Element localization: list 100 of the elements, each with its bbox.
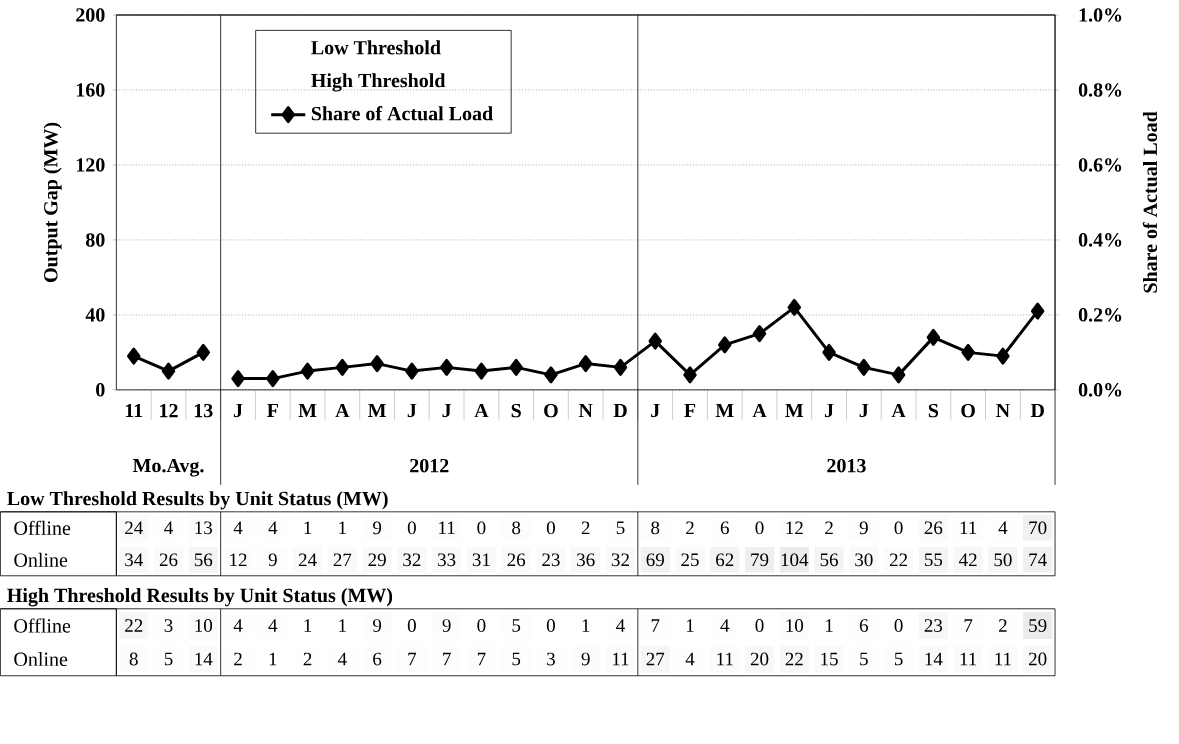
data-label: 4 (164, 521, 173, 535)
data-label: 2 (825, 521, 833, 535)
data-label: 24 (125, 521, 143, 535)
point (474, 362, 489, 380)
data-label: 7 (964, 619, 973, 632)
data-label: 2 (581, 521, 590, 535)
data-label: 2 (686, 521, 694, 535)
data-label: 11 (960, 652, 977, 666)
point (405, 362, 419, 380)
point (996, 347, 1010, 365)
data-label: 0 (755, 619, 764, 633)
point (231, 370, 245, 388)
data-label: 11 (960, 521, 977, 535)
data-label: 56 (820, 553, 838, 567)
data-label: 59 (1029, 619, 1047, 633)
data-label: 4 (268, 619, 278, 632)
data-label: 7 (443, 652, 451, 666)
data-label: 12 (230, 553, 247, 567)
x-tick-label: F (684, 404, 696, 418)
data-label: 56 (194, 553, 213, 567)
x-tick-label: A (891, 404, 906, 418)
point (961, 344, 975, 361)
data-label: 5 (860, 652, 868, 666)
data-label: 1 (339, 619, 346, 632)
data-label: 2 (998, 619, 1007, 632)
point (439, 358, 454, 376)
x-tick-label: A (335, 404, 350, 418)
data-label: 11 (995, 652, 1011, 666)
point (1030, 302, 1045, 320)
data-label: 5 (616, 521, 625, 535)
data-label: 26 (507, 553, 526, 567)
x-tick-label: F (267, 404, 278, 418)
data-label: 9 (442, 619, 451, 633)
x-tick-label: M (715, 404, 734, 418)
data-label: 4 (685, 652, 695, 666)
data-label: 9 (372, 619, 382, 633)
point (613, 358, 628, 376)
data-label: 4 (998, 521, 1008, 535)
y-axis-title: Output Gap (MW) (43, 122, 62, 283)
point (266, 370, 280, 388)
data-label: 20 (1029, 652, 1047, 666)
point (509, 358, 523, 376)
x-tick-label: J (442, 404, 452, 418)
data-label: 27 (333, 553, 352, 567)
data-label: 1 (686, 619, 694, 632)
data-label: 23 (542, 553, 560, 567)
y-tick-label: Online (14, 552, 68, 567)
x-tick-label: S (511, 404, 521, 418)
data-label: 26 (924, 521, 943, 535)
x-tick-label: O (544, 404, 558, 418)
data-label: 6 (859, 619, 869, 633)
point (752, 325, 767, 343)
point (787, 299, 802, 317)
data-label: 79 (751, 553, 769, 567)
x-tick-label: O (961, 404, 975, 418)
data-label: 11 (439, 521, 455, 535)
point (161, 362, 176, 380)
data-label: 8 (129, 652, 138, 666)
data-label: 55 (924, 553, 943, 567)
point (127, 347, 141, 365)
point (822, 344, 836, 361)
data-label: 22 (125, 619, 143, 632)
data-label: 14 (195, 652, 213, 666)
data-label: 24 (298, 553, 317, 567)
x-tick-label: M (785, 404, 804, 418)
point (335, 358, 350, 376)
x-tick-label: A (752, 404, 767, 418)
x-tick-label: J (824, 404, 834, 418)
data-label: 6 (373, 652, 382, 666)
data-label: 5 (894, 652, 903, 666)
data-label: 50 (994, 553, 1012, 567)
data-label: 12 (786, 521, 803, 535)
data-label: 7 (408, 652, 417, 666)
x-tick-label: J (233, 404, 243, 418)
point (683, 366, 697, 384)
data-label: 4 (233, 521, 243, 535)
point (300, 362, 315, 380)
annotation: Low Threshold (311, 40, 441, 55)
data-label: 13 (195, 521, 213, 535)
data-label: 11 (717, 652, 733, 666)
data-label: 7 (477, 652, 486, 666)
data-label: 8 (651, 521, 660, 535)
data-label: 25 (681, 553, 699, 567)
x-tick-label: D (613, 404, 627, 418)
data-label: 0 (894, 521, 903, 535)
chart-title: High Threshold Results by Unit Status (MW) (7, 588, 393, 607)
data-label: 5 (512, 619, 521, 632)
data-label: 0 (546, 619, 555, 633)
point (857, 358, 871, 376)
text: 2012 (410, 459, 449, 473)
y2-axis-title: Share of Actual Load (1142, 111, 1158, 293)
data-label: 32 (403, 553, 421, 567)
data-label: 22 (785, 652, 803, 666)
x-tick-label: S (928, 404, 939, 418)
y-tick-label: 80 (85, 233, 105, 247)
point (648, 332, 662, 350)
data-label: 23 (924, 619, 943, 633)
point (370, 355, 384, 373)
data-label: 0 (477, 521, 486, 535)
data-label: 27 (646, 652, 665, 666)
